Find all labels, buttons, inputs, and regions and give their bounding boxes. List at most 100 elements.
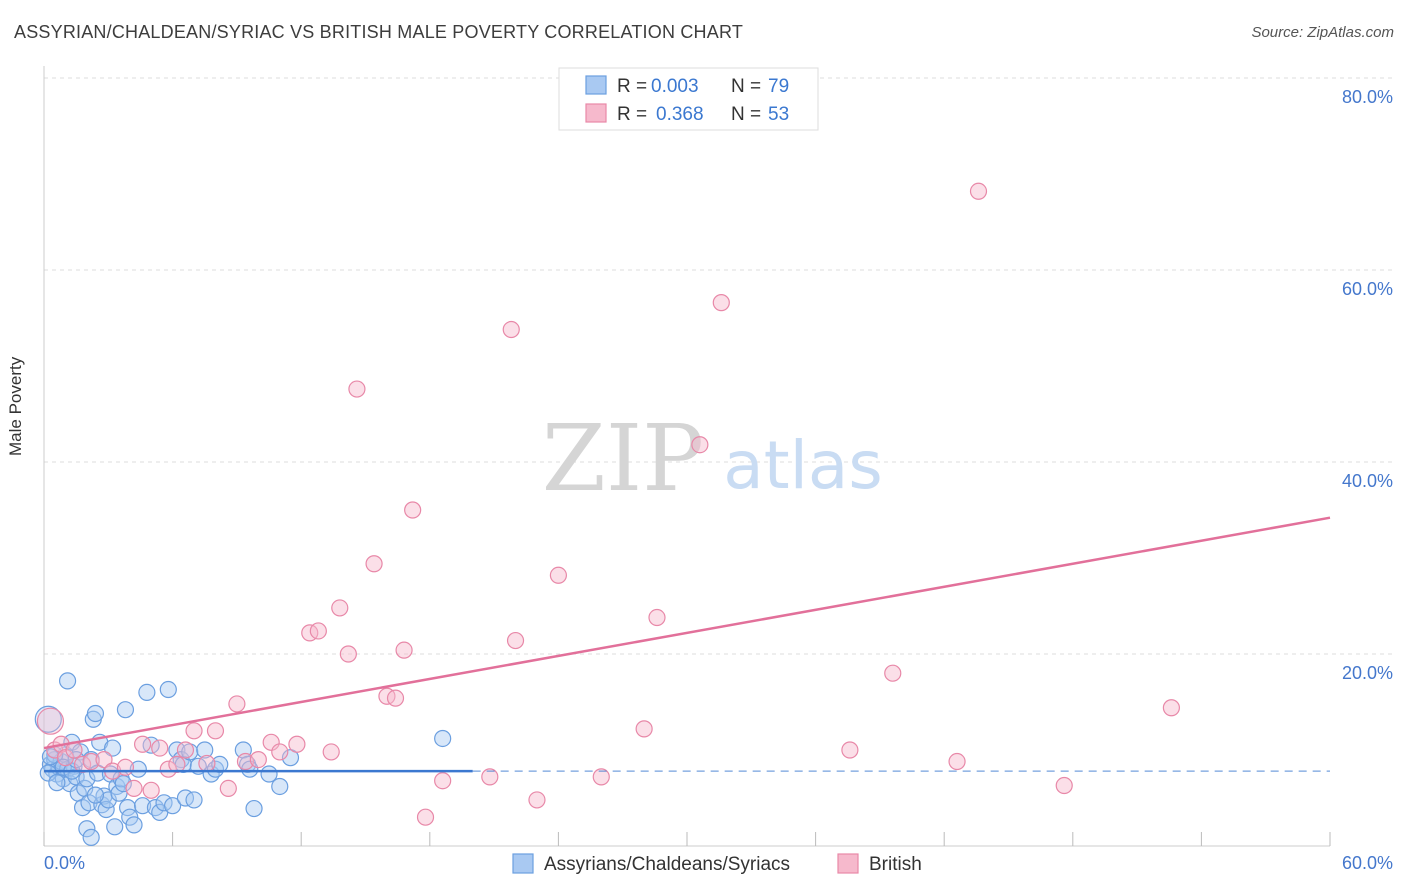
british-point xyxy=(506,631,525,650)
source-credit: Source: ZipAtlas.com xyxy=(1251,24,1394,41)
british-point xyxy=(125,779,143,798)
watermark-atlas: atlas xyxy=(723,427,883,504)
assyrian-point xyxy=(48,774,66,792)
legend-bottom-label-pink: British xyxy=(869,854,922,875)
gridlines xyxy=(44,77,1395,655)
british-point xyxy=(404,501,422,519)
british-point xyxy=(416,808,435,826)
british-point xyxy=(206,722,225,740)
british-point xyxy=(288,735,306,753)
british-point xyxy=(386,689,405,707)
assyrian-point xyxy=(196,741,214,759)
british-point xyxy=(271,743,289,761)
legend-n-value-1: 79 xyxy=(768,76,789,97)
legend-n-label-1: N = xyxy=(731,76,761,97)
british-point xyxy=(36,707,65,735)
british-point xyxy=(95,750,113,769)
legend-r-value-1: 0.003 xyxy=(651,76,699,97)
legend-r-label-2: R = xyxy=(617,104,647,125)
assyrian-point xyxy=(78,820,96,838)
legend-bottom-swatch-blue xyxy=(512,853,534,874)
british-point xyxy=(228,695,246,713)
axes xyxy=(43,66,1331,847)
legend-r-label-1: R = xyxy=(617,76,647,97)
british-point xyxy=(262,733,280,751)
y-tick-label: 60.0% xyxy=(1342,279,1393,299)
assyrian-point xyxy=(99,791,117,809)
assyrian-point xyxy=(58,672,77,690)
british-point xyxy=(236,752,255,771)
british-point xyxy=(528,791,546,809)
british-point xyxy=(365,555,383,573)
assyrian-point xyxy=(86,704,105,723)
british-point xyxy=(884,664,902,682)
legend-bottom-label-blue: Assyrians/Chaldeans/Syriacs xyxy=(544,854,790,875)
series-assyrian-points xyxy=(34,672,452,846)
british-point xyxy=(712,294,730,312)
british-point xyxy=(185,722,203,740)
legend-bottom-swatch-pink xyxy=(837,853,859,874)
british-point xyxy=(969,182,988,200)
assyrian-point xyxy=(129,760,147,778)
assyrian-point xyxy=(271,777,289,796)
legend-swatch-blue xyxy=(585,75,607,95)
british-point xyxy=(395,641,413,659)
trend-lines xyxy=(43,516,1331,773)
assyrian-point xyxy=(103,739,122,757)
legend-swatch-pink xyxy=(585,103,607,123)
assyrian-point xyxy=(159,680,177,699)
assyrian-point xyxy=(125,816,143,834)
british-point xyxy=(434,772,452,790)
watermark-zip: ZIP xyxy=(542,405,704,512)
assyrian-point xyxy=(116,701,135,719)
series-british-points xyxy=(36,182,1180,826)
british-point xyxy=(133,735,152,753)
british-point xyxy=(502,320,520,339)
british-point xyxy=(322,743,340,761)
british-point xyxy=(142,781,160,799)
british-point xyxy=(82,752,100,771)
assyrian-point xyxy=(82,828,100,846)
assyrian-point xyxy=(133,797,152,815)
assyrian-point xyxy=(39,764,57,782)
assyrian-point xyxy=(138,683,156,702)
assyrian-point xyxy=(245,799,263,818)
british-point xyxy=(309,622,327,640)
series-legend: Assyrians/Chaldeans/Syriacs British xyxy=(512,853,922,875)
british-point xyxy=(331,599,349,617)
british-point xyxy=(481,768,499,786)
british-point xyxy=(648,608,666,627)
british-point xyxy=(339,645,357,663)
british-point xyxy=(176,741,195,759)
y-axis-label: Male Poverty xyxy=(6,356,25,456)
assyrian-point xyxy=(211,755,229,774)
stats-legend: R = 0.003 N = 79 R = 0.368 N = 53 xyxy=(558,67,819,131)
assyrian-point xyxy=(86,786,105,804)
british-point xyxy=(348,380,366,398)
british-point xyxy=(635,720,653,738)
tick-labels: 20.0% 40.0% 60.0% 80.0% 0.0% 60.0% xyxy=(44,87,1393,873)
y-tick-label: 80.0% xyxy=(1342,87,1393,107)
y-tick-label: 20.0% xyxy=(1342,663,1393,683)
legend-n-value-2: 53 xyxy=(768,104,789,125)
british-point xyxy=(151,739,169,757)
assyrian-point xyxy=(185,791,203,809)
assyrian-point xyxy=(106,818,124,836)
british-point xyxy=(168,755,186,774)
british-point xyxy=(159,760,177,778)
x-tick-label: 0.0% xyxy=(44,853,85,873)
british-point xyxy=(249,750,267,769)
legend-r-value-2: 0.368 xyxy=(656,104,704,125)
british-point xyxy=(841,741,859,759)
x-tick-label: 60.0% xyxy=(1342,853,1393,873)
british-point xyxy=(1162,699,1180,717)
british-point xyxy=(549,566,568,584)
assyrian-point xyxy=(434,729,452,748)
british-point xyxy=(592,768,610,786)
assyrian-point xyxy=(164,797,182,815)
british-point xyxy=(1055,776,1073,795)
british-point xyxy=(116,758,135,776)
british-point xyxy=(691,436,709,454)
british-trend-line xyxy=(43,516,1331,750)
